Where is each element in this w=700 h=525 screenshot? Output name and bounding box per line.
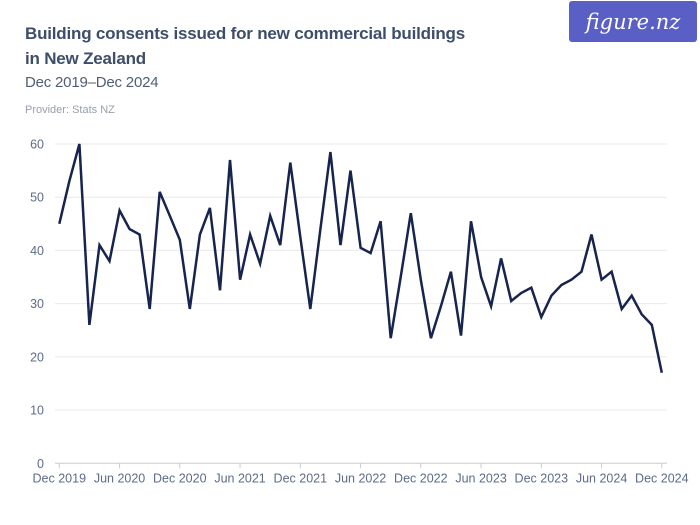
page-title-line2: in New Zealand — [25, 49, 146, 68]
axes — [55, 462, 667, 469]
x-tick-label: Jun 2020 — [94, 471, 145, 485]
x-tick-label: Dec 2023 — [515, 471, 569, 485]
y-tick-label: 60 — [30, 138, 44, 152]
x-tick-label: Dec 2022 — [394, 471, 448, 485]
figure-nz-logo[interactable]: figure.nz — [569, 1, 697, 42]
provider-label: Provider: Stats NZ — [25, 104, 115, 116]
page-title-line1: Building consents issued for new commerc… — [25, 24, 465, 43]
series-line — [58, 143, 664, 374]
x-tick-label: Jun 2024 — [576, 471, 627, 485]
x-tick-label: Jun 2021 — [214, 471, 265, 485]
y-tick-label: 40 — [30, 244, 44, 258]
gridlines — [55, 143, 667, 411]
x-tick-label: Jun 2022 — [335, 471, 386, 485]
date-range-subtitle: Dec 2019–Dec 2024 — [25, 74, 159, 91]
page-title: Building consents issued for new commerc… — [25, 21, 565, 71]
x-axis-labels: Dec 2019 Jun 2020 Dec 2020 Jun 2021 Dec 2021… — [33, 471, 689, 485]
y-tick-label: 10 — [30, 404, 44, 418]
x-tick-label: Dec 2019 — [33, 471, 87, 485]
x-tick-label: Dec 2020 — [153, 471, 207, 485]
y-tick-label: 30 — [30, 297, 44, 311]
x-tick-label: Jun 2023 — [455, 471, 506, 485]
figure-nz-logo-text: figure.nz — [585, 9, 681, 34]
y-tick-label: 50 — [30, 191, 44, 205]
y-tick-label: 20 — [30, 350, 44, 364]
y-axis-labels: 0 10 20 30 40 50 60 — [30, 138, 44, 471]
x-tick-label: Dec 2021 — [274, 471, 328, 485]
x-tick-label: Dec 2024 — [635, 471, 689, 485]
data-series — [58, 143, 664, 374]
y-tick-label: 0 — [37, 457, 44, 471]
